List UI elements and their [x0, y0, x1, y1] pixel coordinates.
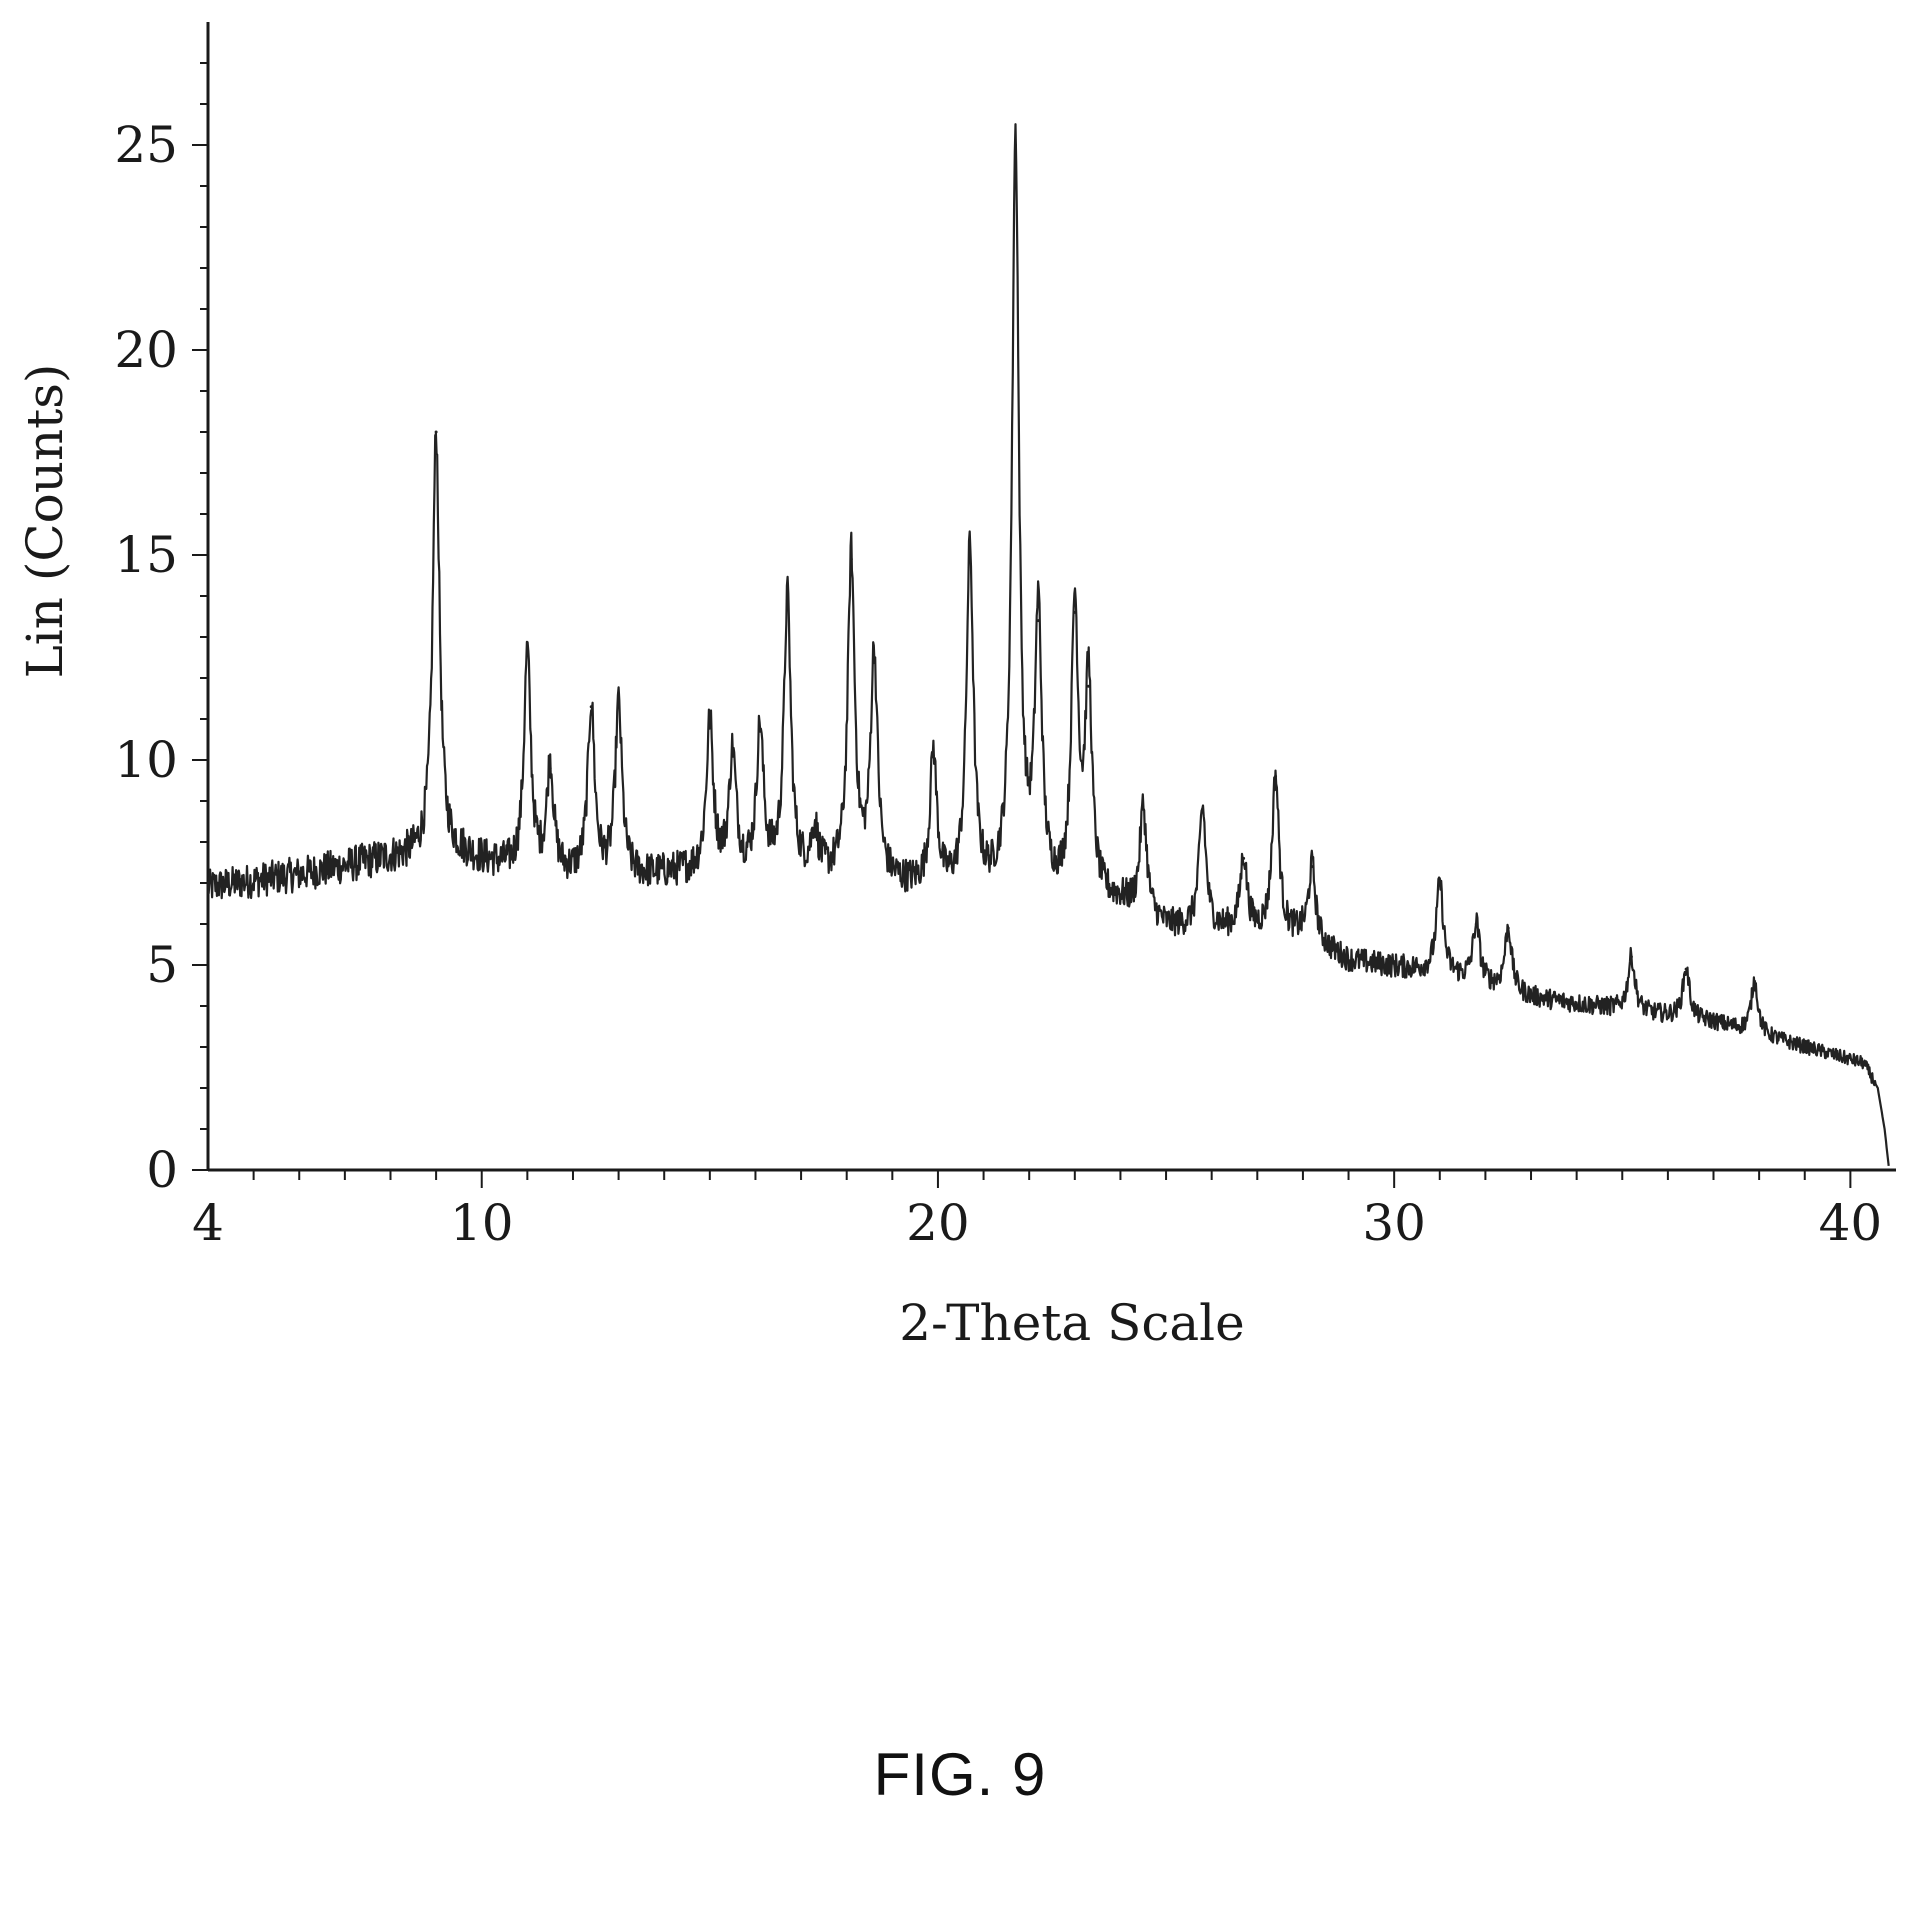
- peak-point: [1141, 807, 1145, 811]
- peak-point: [785, 598, 789, 602]
- peak-point: [548, 766, 552, 770]
- x-tick-label: 4: [192, 1194, 224, 1252]
- peak-point: [525, 651, 529, 655]
- y-tick-label: 5: [146, 936, 178, 994]
- axes: 4 10 20 30 40 0 5 10 15 20 25: [114, 22, 1896, 1252]
- figure-caption: FIG. 9: [873, 1741, 1047, 1808]
- y-axis-title: Lin (Counts): [16, 364, 74, 679]
- x-tick-label: 30: [1362, 1194, 1426, 1252]
- peak-point: [1506, 926, 1510, 930]
- peak-point: [1242, 856, 1246, 860]
- peak-point: [849, 557, 853, 561]
- peak-point: [872, 656, 876, 659]
- peak-point: [1274, 774, 1278, 778]
- peak-point: [617, 705, 621, 709]
- peak-point: [1629, 955, 1633, 959]
- peak-point: [589, 705, 593, 709]
- peak-point: [758, 729, 762, 733]
- x-ticks: 4 10 20 30 40: [192, 1170, 1882, 1252]
- peak-point: [1201, 807, 1205, 811]
- y-ticks: 0 5 10 15 20 25: [114, 62, 208, 1199]
- peak-point: [434, 430, 438, 434]
- peak-marks: [434, 143, 1757, 983]
- peak-point: [1014, 143, 1018, 147]
- peak-point: [1474, 922, 1478, 926]
- peak-point: [1310, 865, 1314, 869]
- x-tick-label: 20: [906, 1194, 970, 1252]
- y-tick-label: 15: [114, 526, 178, 584]
- peak-point: [1753, 979, 1757, 983]
- x-tick-label: 40: [1819, 1194, 1883, 1252]
- peak-point: [1073, 610, 1077, 614]
- peak-point: [813, 832, 817, 836]
- y-tick-label: 10: [114, 731, 178, 789]
- peak-point: [1036, 619, 1040, 623]
- peak-point: [708, 721, 712, 725]
- peak-point: [931, 754, 935, 758]
- x-axis-title: 2-Theta Scale: [899, 1294, 1245, 1352]
- diffraction-pattern-line: [206, 123, 1890, 1167]
- y-tick-label: 0: [146, 1141, 178, 1199]
- peak-point: [1684, 967, 1688, 971]
- peak-point: [731, 754, 735, 758]
- y-tick-label: 25: [114, 116, 178, 174]
- peak-point: [968, 549, 972, 553]
- peak-point: [1438, 881, 1442, 885]
- x-tick-label: 10: [450, 1194, 514, 1252]
- peak-point: [1086, 684, 1090, 688]
- y-tick-label: 20: [114, 321, 178, 379]
